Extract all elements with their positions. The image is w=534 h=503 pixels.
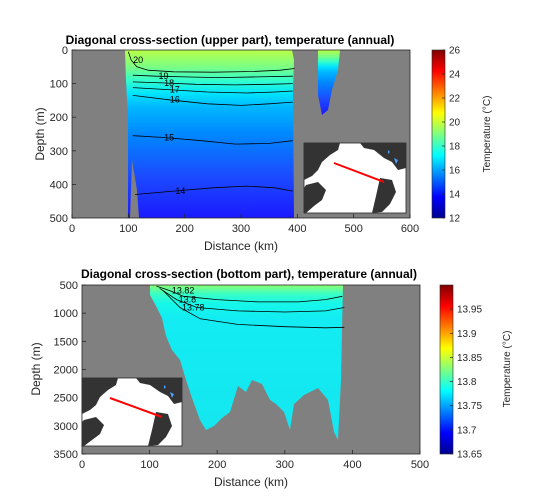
upper-contour-line: [132, 74, 293, 79]
upper-x-tick-label: 300: [232, 223, 250, 235]
lower-x-axis-label: Distance (km): [214, 475, 288, 489]
upper-contour-label: 18: [164, 78, 174, 88]
lower-y-axis-label: Depth (m): [29, 342, 43, 395]
lower-chart-title: Diagonal cross-section (bottom part), te…: [81, 267, 417, 281]
lower-y-tick-label: 500: [60, 280, 78, 292]
lower-x-tick-label: 300: [276, 459, 294, 471]
upper-colorbar-tick-label: 18: [449, 142, 461, 153]
lower-colorbar: [439, 284, 454, 455]
lower-inset-transect-line: [109, 397, 163, 418]
upper-inset-transect-line: [333, 162, 385, 183]
upper-y-tick-label: 100: [50, 79, 68, 91]
lower-x-tick-label: 500: [411, 459, 429, 471]
upper-contour-line: [135, 185, 293, 195]
upper-x-tick-label: 500: [344, 223, 362, 235]
lower-colorbar-tick-label: 13.9: [457, 329, 477, 340]
lower-x-tick-label: 200: [208, 459, 226, 471]
lower-colorbar-tick-label: 13.7: [457, 425, 477, 436]
upper-contour-label: 19: [159, 71, 169, 81]
lower-contour-line: [156, 285, 343, 303]
lower-colorbar-tick-label: 13.95: [457, 305, 482, 316]
upper-inset-map: [303, 142, 407, 214]
upper-colorbar: [431, 49, 446, 219]
upper-contour-label: 14: [175, 186, 185, 196]
lower-colorbar-label: Temperature (°C): [502, 331, 513, 408]
upper-chart-title: Diagonal cross-section (upper part), tem…: [66, 33, 395, 47]
upper-colorbar-tick-label: 14: [449, 190, 461, 201]
upper-contour-label: 15: [164, 132, 174, 142]
lower-contour-line: [159, 288, 345, 313]
upper-y-axis-label: Depth (m): [33, 107, 47, 160]
upper-contour-line: [132, 87, 293, 94]
upper-contour-line: [132, 135, 293, 145]
upper-colorbar-tick-label: 26: [449, 46, 461, 57]
lower-contour-label: 13.8: [179, 295, 197, 305]
upper-x-axis-label: Distance (km): [204, 239, 278, 253]
lower-chart: Diagonal cross-section (bottom part), te…: [29, 267, 513, 489]
lower-inset-map: [81, 377, 183, 447]
upper-contour-label: 20: [133, 55, 143, 65]
lower-colorbar-tick-label: 13.65: [457, 450, 482, 461]
upper-x-tick-label: 400: [288, 223, 306, 235]
upper-colorbar-label: Temperature (°C): [482, 96, 493, 173]
upper-water-east: [318, 50, 340, 115]
lower-y-tick-label: 1000: [54, 308, 78, 320]
lower-colorbar-tick-label: 13.75: [457, 401, 482, 412]
upper-x-tick-label: 600: [401, 223, 419, 235]
upper-colorbar-tick-label: 16: [449, 166, 461, 177]
lower-y-tick-label: 2500: [54, 393, 78, 405]
upper-colorbar-tick-label: 22: [449, 94, 461, 105]
lower-y-tick-label: 2000: [54, 365, 78, 377]
lower-contour-label: 13.78: [182, 303, 205, 313]
upper-contour-line: [132, 95, 293, 106]
upper-y-tick-label: 200: [50, 112, 68, 124]
lower-x-tick-label: 0: [79, 459, 85, 471]
upper-colorbar-tick-label: 24: [449, 70, 461, 81]
upper-x-tick-label: 0: [69, 223, 75, 235]
upper-x-tick-label: 200: [175, 223, 193, 235]
lower-water-section: [150, 285, 343, 440]
upper-contour-line: [132, 81, 293, 86]
upper-contour-label: 16: [170, 95, 180, 105]
upper-contour-line: [127, 51, 295, 73]
lower-colorbar-tick-label: 13.85: [457, 353, 482, 364]
lower-x-tick-label: 100: [140, 459, 158, 471]
upper-y-tick-label: 400: [50, 179, 68, 191]
upper-y-tick-label: 300: [50, 146, 68, 158]
upper-chart: Diagonal cross-section (upper part), tem…: [33, 33, 493, 253]
upper-colorbar-tick-label: 12: [449, 214, 461, 225]
lower-x-tick-label: 400: [343, 459, 361, 471]
lower-contour-label: 13.82: [172, 286, 195, 296]
upper-y-tick-label: 500: [50, 213, 68, 225]
upper-contour-label: 17: [170, 85, 180, 95]
upper-x-tick-label: 100: [119, 223, 137, 235]
upper-colorbar-tick-label: 20: [449, 118, 461, 129]
lower-y-tick-label: 3000: [54, 421, 78, 433]
lower-y-tick-label: 1500: [54, 336, 78, 348]
lower-colorbar-tick-label: 13.8: [457, 377, 477, 388]
lower-y-tick-label: 3500: [54, 449, 78, 461]
upper-y-tick-label: 0: [62, 45, 68, 57]
upper-water-section: [125, 50, 294, 218]
lower-contour-line: [162, 290, 345, 329]
